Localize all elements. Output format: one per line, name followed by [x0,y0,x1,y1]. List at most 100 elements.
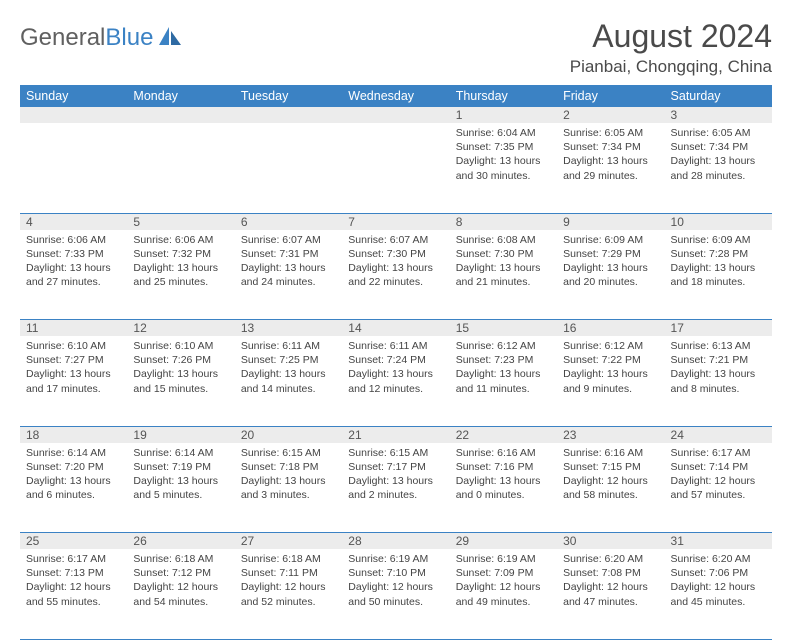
sunset-text: Sunset: 7:32 PM [133,247,228,261]
sunset-text: Sunset: 7:19 PM [133,460,228,474]
sunrise-text: Sunrise: 6:13 AM [671,339,766,353]
day-cell: Sunrise: 6:05 AMSunset: 7:34 PMDaylight:… [665,123,772,213]
sunrise-text: Sunrise: 6:09 AM [563,233,658,247]
calendar-page: GeneralBlue August 2024 Pianbai, Chongqi… [0,0,792,640]
sunset-text: Sunset: 7:06 PM [671,566,766,580]
sunset-text: Sunset: 7:34 PM [563,140,658,154]
daylight-text: Daylight: 13 hours and 9 minutes. [563,367,658,395]
day-details: Sunrise: 6:09 AMSunset: 7:29 PMDaylight:… [557,230,664,294]
day-details: Sunrise: 6:17 AMSunset: 7:13 PMDaylight:… [20,549,127,613]
daynum-row: 123 [20,107,772,123]
day-details: Sunrise: 6:15 AMSunset: 7:18 PMDaylight:… [235,443,342,507]
daylight-text: Daylight: 12 hours and 58 minutes. [563,474,658,502]
location: Pianbai, Chongqing, China [570,57,772,77]
day-details: Sunrise: 6:09 AMSunset: 7:28 PMDaylight:… [665,230,772,294]
sunrise-text: Sunrise: 6:20 AM [671,552,766,566]
day-number: 31 [665,533,772,550]
daylight-text: Daylight: 13 hours and 21 minutes. [456,261,551,289]
day-details: Sunrise: 6:20 AMSunset: 7:08 PMDaylight:… [557,549,664,613]
daylight-text: Daylight: 13 hours and 5 minutes. [133,474,228,502]
weekday-monday: Monday [127,85,234,107]
sunrise-text: Sunrise: 6:07 AM [241,233,336,247]
day-cell: Sunrise: 6:07 AMSunset: 7:30 PMDaylight:… [342,230,449,320]
day-cell: Sunrise: 6:10 AMSunset: 7:27 PMDaylight:… [20,336,127,426]
weekday-tuesday: Tuesday [235,85,342,107]
daylight-text: Daylight: 12 hours and 47 minutes. [563,580,658,608]
daylight-text: Daylight: 13 hours and 20 minutes. [563,261,658,289]
daylight-text: Daylight: 13 hours and 0 minutes. [456,474,551,502]
week-row: Sunrise: 6:14 AMSunset: 7:20 PMDaylight:… [20,443,772,533]
day-cell: Sunrise: 6:09 AMSunset: 7:28 PMDaylight:… [665,230,772,320]
daylight-text: Daylight: 13 hours and 25 minutes. [133,261,228,289]
day-number: 28 [342,533,449,550]
weekday-saturday: Saturday [665,85,772,107]
weekday-wednesday: Wednesday [342,85,449,107]
sunrise-text: Sunrise: 6:05 AM [563,126,658,140]
day-cell: Sunrise: 6:20 AMSunset: 7:08 PMDaylight:… [557,549,664,639]
day-details: Sunrise: 6:16 AMSunset: 7:16 PMDaylight:… [450,443,557,507]
calendar-body: 123Sunrise: 6:04 AMSunset: 7:35 PMDaylig… [20,107,772,639]
day-number [20,107,127,123]
day-number [127,107,234,123]
day-details: Sunrise: 6:06 AMSunset: 7:33 PMDaylight:… [20,230,127,294]
sunrise-text: Sunrise: 6:08 AM [456,233,551,247]
day-cell [127,123,234,213]
daylight-text: Daylight: 12 hours and 55 minutes. [26,580,121,608]
day-cell: Sunrise: 6:17 AMSunset: 7:13 PMDaylight:… [20,549,127,639]
daylight-text: Daylight: 13 hours and 14 minutes. [241,367,336,395]
sunset-text: Sunset: 7:29 PM [563,247,658,261]
day-cell: Sunrise: 6:06 AMSunset: 7:33 PMDaylight:… [20,230,127,320]
sunset-text: Sunset: 7:15 PM [563,460,658,474]
sunrise-text: Sunrise: 6:19 AM [348,552,443,566]
day-details: Sunrise: 6:18 AMSunset: 7:11 PMDaylight:… [235,549,342,613]
daylight-text: Daylight: 12 hours and 54 minutes. [133,580,228,608]
sunset-text: Sunset: 7:23 PM [456,353,551,367]
title-block: August 2024 Pianbai, Chongqing, China [570,18,772,77]
day-number [342,107,449,123]
week-row: Sunrise: 6:17 AMSunset: 7:13 PMDaylight:… [20,549,772,639]
day-cell: Sunrise: 6:12 AMSunset: 7:22 PMDaylight:… [557,336,664,426]
header: GeneralBlue August 2024 Pianbai, Chongqi… [20,18,772,77]
daylight-text: Daylight: 12 hours and 57 minutes. [671,474,766,502]
sunrise-text: Sunrise: 6:11 AM [241,339,336,353]
day-number: 12 [127,320,234,337]
day-cell: Sunrise: 6:15 AMSunset: 7:17 PMDaylight:… [342,443,449,533]
sunset-text: Sunset: 7:18 PM [241,460,336,474]
day-details: Sunrise: 6:13 AMSunset: 7:21 PMDaylight:… [665,336,772,400]
sunrise-text: Sunrise: 6:06 AM [133,233,228,247]
sunset-text: Sunset: 7:34 PM [671,140,766,154]
day-cell: Sunrise: 6:05 AMSunset: 7:34 PMDaylight:… [557,123,664,213]
logo-text-general: General [20,24,105,51]
day-number: 17 [665,320,772,337]
sunset-text: Sunset: 7:22 PM [563,353,658,367]
daylight-text: Daylight: 13 hours and 6 minutes. [26,474,121,502]
day-number: 15 [450,320,557,337]
day-details: Sunrise: 6:14 AMSunset: 7:20 PMDaylight:… [20,443,127,507]
daynum-row: 45678910 [20,213,772,230]
sunrise-text: Sunrise: 6:10 AM [133,339,228,353]
day-cell: Sunrise: 6:08 AMSunset: 7:30 PMDaylight:… [450,230,557,320]
sunset-text: Sunset: 7:17 PM [348,460,443,474]
daylight-text: Daylight: 13 hours and 29 minutes. [563,154,658,182]
sunset-text: Sunset: 7:16 PM [456,460,551,474]
day-number: 13 [235,320,342,337]
day-details: Sunrise: 6:04 AMSunset: 7:35 PMDaylight:… [450,123,557,187]
sunset-text: Sunset: 7:35 PM [456,140,551,154]
day-number: 30 [557,533,664,550]
day-number: 3 [665,107,772,123]
day-number: 7 [342,213,449,230]
day-number: 6 [235,213,342,230]
day-details: Sunrise: 6:12 AMSunset: 7:22 PMDaylight:… [557,336,664,400]
day-details: Sunrise: 6:19 AMSunset: 7:09 PMDaylight:… [450,549,557,613]
sunrise-text: Sunrise: 6:14 AM [133,446,228,460]
daylight-text: Daylight: 13 hours and 15 minutes. [133,367,228,395]
sunrise-text: Sunrise: 6:11 AM [348,339,443,353]
daylight-text: Daylight: 12 hours and 50 minutes. [348,580,443,608]
day-cell: Sunrise: 6:20 AMSunset: 7:06 PMDaylight:… [665,549,772,639]
sunrise-text: Sunrise: 6:15 AM [348,446,443,460]
sail-icon [157,25,183,52]
day-cell: Sunrise: 6:14 AMSunset: 7:19 PMDaylight:… [127,443,234,533]
day-number: 2 [557,107,664,123]
sunrise-text: Sunrise: 6:17 AM [671,446,766,460]
daylight-text: Daylight: 12 hours and 45 minutes. [671,580,766,608]
